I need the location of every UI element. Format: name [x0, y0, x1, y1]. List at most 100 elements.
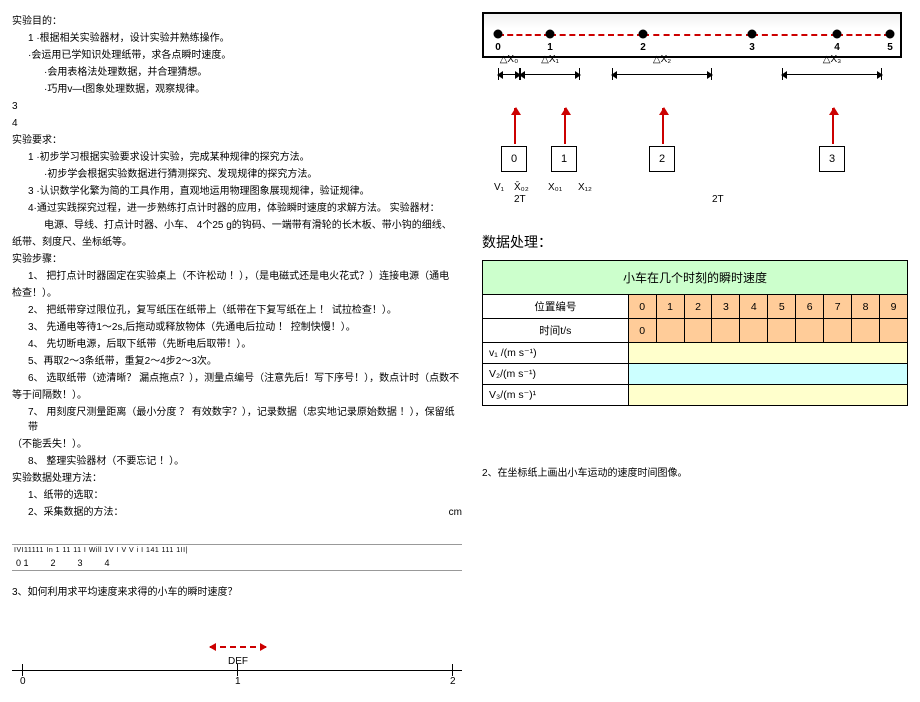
formula-2t-right: 2T — [712, 194, 724, 205]
req-1: 1 ·初步学习根据实验要求设计实验，完成某种规律的探究方法。 — [12, 150, 462, 165]
question-2-right: 2、在坐标纸上画出小车运动的速度时间图像。 — [482, 466, 908, 481]
table-head-row: 位置编号 0 1 2 3 4 5 6 7 8 9 — [483, 295, 908, 319]
small-tape-n: 3 — [78, 558, 83, 568]
stray-4: 4 — [12, 116, 462, 131]
req-2: ·初步学会根据实验数据进行猜测探究、发现规律的探究方法。 — [12, 167, 462, 182]
step-2: 2、 把纸带穿过限位孔，复写纸压在纸带上（纸带在下复写纸在上 ！ 试拉检查！）。 — [12, 303, 462, 318]
step-1: 1、 把打点计时器固定在实验桌上（不许松动 ！），（是电磁式还是电火花式？）连接… — [12, 269, 462, 284]
heading-data-method: 实验数据处理方法： — [12, 471, 462, 486]
bracket-arrow — [498, 74, 520, 75]
equipment-line: 电源、导线、打点计时器、小车、 4个25 g的钩码、一端带有滑轮的长木板、带小钩… — [12, 218, 462, 233]
v3-label: V₃/(m s⁻)¹ — [483, 385, 629, 406]
head-col: 7 — [824, 295, 852, 319]
table-v1-row: v₁ /(m s⁻¹) — [483, 343, 908, 364]
tick — [22, 664, 23, 676]
bottom-num: 0 — [20, 676, 26, 687]
bracket-arrow — [520, 74, 580, 75]
left-column: 实验目的： 1 ·根据相关实验器材，设计实验并熟练操作。 ·会运用已学知识处理纸… — [12, 12, 462, 690]
heading-purpose: 实验目的： — [12, 14, 462, 29]
dot-label: 1 — [547, 42, 553, 53]
dm-2-unit: cm — [449, 505, 462, 520]
bracket-label: △X₁ — [541, 54, 559, 65]
purpose-2: ·会运用已学知识处理纸带，求各点瞬时速度。 — [12, 48, 462, 63]
bottom-num: 2 — [450, 676, 456, 687]
tick — [452, 664, 453, 676]
bracket-label: △X₀ — [500, 54, 519, 65]
time-cell — [796, 319, 824, 343]
v3-cells — [628, 385, 907, 406]
vt-box: 1 — [551, 146, 577, 172]
step-7: 7、 用刻度尺测量距离（最小分度 ？ 有效数字？），记录数据（忠实地记录原始数据… — [12, 405, 462, 435]
time-cell — [656, 319, 684, 343]
def-label: DEF — [228, 656, 248, 667]
head-col: 4 — [740, 295, 768, 319]
table-v3-row: V₃/(m s⁻)¹ — [483, 385, 908, 406]
stray-3: 3 — [12, 99, 462, 114]
time-cell — [824, 319, 852, 343]
right-column: 0 1 2 3 4 5 △X₀ △X₁ △X₂ — [482, 12, 908, 690]
question-3: 3、如何利用求平均速度来求得的小车的瞬时速度？ — [12, 585, 462, 600]
formula-frac-bot: 2T — [514, 194, 526, 205]
dm-1: 1、纸带的选取： — [12, 488, 462, 503]
head-col: 2 — [684, 295, 712, 319]
small-tape-strip: IVI11111 In 1 11 11 I Will 1V I V V i I … — [12, 544, 462, 571]
dot-label: 4 — [834, 42, 840, 53]
dot — [494, 30, 503, 39]
red-arrow-up — [514, 108, 516, 144]
dot — [748, 30, 757, 39]
equipment-line2: 纸带、刻度尺、坐标纸等。 — [12, 235, 462, 250]
dash-segment — [643, 34, 752, 36]
dot-label: 5 — [887, 42, 893, 53]
req-3: 3 ·认识数学化繁为简的工具作用，直观地运用物理图象展现规律，验证规律。 — [12, 184, 462, 199]
v2-cells — [628, 364, 907, 385]
head-col: 9 — [880, 295, 908, 319]
dm-2: 2、采集数据的方法： — [28, 505, 124, 520]
small-tape-top: IVI11111 In 1 11 11 I Will 1V I V V i I … — [14, 547, 460, 554]
time-cell: 0 — [628, 319, 656, 343]
dot-label: 2 — [640, 42, 646, 53]
two-column-layout: 实验目的： 1 ·根据相关实验器材，设计实验并熟练操作。 ·会运用已学知识处理纸… — [12, 12, 908, 690]
purpose-4: ·巧用v—t图象处理数据，观察规律。 — [12, 82, 462, 97]
head-col: 3 — [712, 295, 740, 319]
section-title: 数据处理： — [482, 232, 908, 252]
step-4: 4、 先切断电源，后取下纸带（先断电后取带！）。 — [12, 337, 462, 352]
vt-box: 2 — [649, 146, 675, 172]
step-6: 6、 选取纸带（迹清晰？ 漏点拖点？），测量点编号（注意先后！写下序号！），数点… — [12, 371, 462, 386]
table-title-row: 小车在几个时刻的瞬时速度 — [483, 261, 908, 295]
red-arrow-up — [832, 108, 834, 144]
v1-cells — [628, 343, 907, 364]
head-col: 1 — [656, 295, 684, 319]
head-col: 8 — [852, 295, 880, 319]
formula-frac-top: X̄₀₂ — [514, 182, 529, 193]
time-cell — [740, 319, 768, 343]
dot — [546, 30, 555, 39]
table-title: 小车在几个时刻的瞬时速度 — [483, 261, 908, 295]
head-col: 5 — [768, 295, 796, 319]
small-tape-n: 0 1 — [16, 558, 29, 568]
dot — [833, 30, 842, 39]
bottom-red-arrow — [210, 646, 266, 648]
time-cell — [880, 319, 908, 343]
dm-2-row: 2、采集数据的方法： cm — [12, 505, 462, 520]
time-cell — [768, 319, 796, 343]
time-cell — [712, 319, 740, 343]
small-tape-numbers: 0 1 2 3 4 — [14, 558, 460, 568]
dash-segment — [498, 34, 550, 36]
table-v2-row: V₂/(m s⁻¹) — [483, 364, 908, 385]
step-6b: 等于间隔数！）。 — [12, 388, 462, 403]
formula-x01: X₀₁ — [548, 182, 562, 193]
dot-label: 3 — [749, 42, 755, 53]
step-3: 3、 先通电等待1～2s,后拖动或释放物体（先通电后拉动 ！ 控制快慢！）。 — [12, 320, 462, 335]
v1-label: v₁ /(m s⁻¹) — [483, 343, 629, 364]
dot — [886, 30, 895, 39]
red-arrow-up — [564, 108, 566, 144]
tape-diagram: 0 1 2 3 4 5 △X₀ △X₁ △X₂ — [482, 12, 902, 212]
table-time-row: 时间t/s 0 — [483, 319, 908, 343]
req-4: 4·通过实践探究过程，进一步熟练打点计时器的应用，体验瞬时速度的求解方法。 实验… — [12, 201, 462, 216]
time-cell — [852, 319, 880, 343]
bracket-label: △X₃ — [823, 54, 841, 65]
heading-steps: 实验步骤： — [12, 252, 462, 267]
bracket-arrow — [782, 74, 882, 75]
formula-v1: V₁ — [494, 182, 504, 193]
purpose-1: 1 ·根据相关实验器材，设计实验并熟练操作。 — [12, 31, 462, 46]
